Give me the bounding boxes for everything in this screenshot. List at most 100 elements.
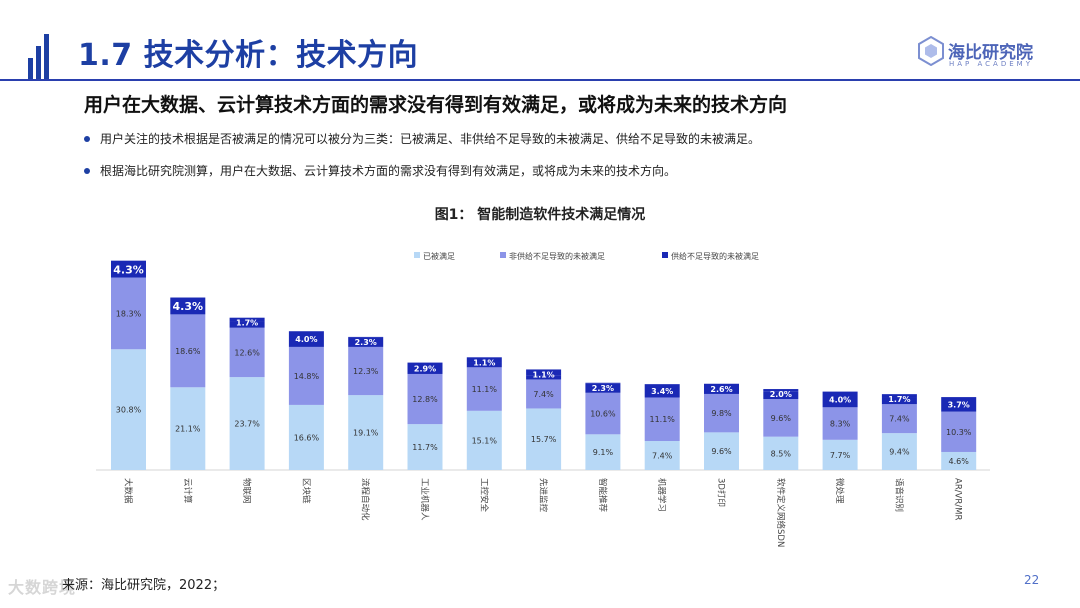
category-label: 工业机器人 xyxy=(419,478,430,521)
bar-segment xyxy=(526,379,562,409)
bar-segment xyxy=(644,440,680,470)
bar-segment-cap xyxy=(526,369,562,376)
page-title: 1.7 技术分析：技术方向 xyxy=(78,38,419,73)
watermark: 大数跨境 xyxy=(8,578,77,597)
data-label: 1.7% xyxy=(888,395,910,404)
data-label: 15.1% xyxy=(472,436,498,445)
bar-segment xyxy=(704,432,739,470)
bar-segment xyxy=(941,411,977,452)
page-number: 22 xyxy=(1024,573,1040,587)
chart-title: 图1： 智能制造软件技术满足情况 xyxy=(434,207,646,223)
category-label: AR/VR/MR xyxy=(953,478,963,521)
data-label: 16.6% xyxy=(294,433,320,442)
bar-segment xyxy=(288,404,324,470)
data-label: 1.1% xyxy=(473,358,495,367)
bar-segment-cap xyxy=(466,357,502,363)
data-label: 9.1% xyxy=(593,448,614,457)
category-label: 软件定义网络SDN xyxy=(775,478,786,547)
data-label: 14.8% xyxy=(294,372,320,381)
bar-segment xyxy=(170,314,206,388)
data-label: 7.4% xyxy=(652,451,673,460)
data-label: 8.5% xyxy=(771,449,792,458)
data-label: 11.1% xyxy=(649,415,675,424)
data-label: 18.3% xyxy=(116,309,142,318)
bar-segment xyxy=(644,397,680,441)
data-label: 21.1% xyxy=(175,425,201,434)
category-label: 工控安全 xyxy=(478,478,489,513)
source-note: 来源：海比研究院，2022； xyxy=(62,578,226,593)
bullet-dot-icon xyxy=(84,167,90,174)
data-label: 4.6% xyxy=(949,457,970,466)
bullet-text: 根据海比研究院测算，用户在大数据、云计算技术方面的需求没有得到有效满足，或将成为… xyxy=(100,164,677,178)
data-label: 9.6% xyxy=(711,447,732,456)
data-label: 2.6% xyxy=(710,385,732,394)
bar-segment xyxy=(644,384,680,398)
bar-segment xyxy=(881,397,917,405)
category-label: 先进监控 xyxy=(538,478,549,513)
bar-segment xyxy=(111,349,146,470)
category-label: 流程自动化 xyxy=(360,478,371,521)
bar-segment xyxy=(763,436,799,470)
data-label: 3.4% xyxy=(651,387,673,396)
data-label: 10.6% xyxy=(590,410,616,419)
legend-label: 供给不足导致的未被满足 xyxy=(671,251,759,261)
category-label: 微处理 xyxy=(834,478,845,504)
legend-swatch xyxy=(662,252,668,258)
category-label: 区块链 xyxy=(300,478,311,504)
bar-segment xyxy=(288,346,324,405)
bullet-text: 用户关注的技术根据是否被满足的情况可以被分为三类：已被满足、非供给不足导致的未被… xyxy=(100,132,761,146)
data-label: 9.8% xyxy=(711,409,732,418)
bar-segment xyxy=(229,377,265,470)
bar-segment xyxy=(822,391,858,408)
bar-segment xyxy=(407,373,443,425)
bar-segment xyxy=(466,362,502,368)
data-label: 3.7% xyxy=(948,400,970,409)
bar-segment xyxy=(288,331,324,347)
data-label: 7.4% xyxy=(533,390,554,399)
data-label: 12.8% xyxy=(412,395,438,404)
data-label: 7.7% xyxy=(830,451,851,460)
bar-segment xyxy=(466,367,502,411)
bar-segment-cap xyxy=(229,317,265,322)
legend-swatch xyxy=(500,252,506,258)
bar-segment xyxy=(822,439,858,470)
data-label: 30.8% xyxy=(116,406,142,415)
category-label: 云计算 xyxy=(182,478,193,504)
data-label: 1.7% xyxy=(236,319,258,328)
bar-segment xyxy=(407,424,443,470)
data-label: 15.7% xyxy=(531,435,557,444)
bar-segment xyxy=(763,391,799,400)
cube-logo-icon xyxy=(918,36,944,66)
data-label: 4.3% xyxy=(173,300,204,313)
bar-segment xyxy=(111,260,146,278)
bar-segment xyxy=(407,362,443,374)
bar-segment xyxy=(229,327,265,378)
data-label: 9.4% xyxy=(889,448,910,457)
slide-subtitle: 用户在大数据、云计算技术方面的需求没有得到有效满足，或将成为未来的技术方向 xyxy=(84,94,788,116)
data-label: 12.6% xyxy=(234,348,260,357)
category-label: 机器学习 xyxy=(656,478,667,512)
data-label: 23.7% xyxy=(234,420,260,429)
data-label: 2.3% xyxy=(355,338,377,347)
bar-segment xyxy=(585,434,621,470)
data-label: 12.3% xyxy=(353,367,379,376)
data-label: 18.6% xyxy=(175,347,201,356)
bar-segment xyxy=(704,383,739,394)
data-label: 4.3% xyxy=(113,263,144,276)
bullet-item: 用户关注的技术根据是否被满足的情况可以被分为三类：已被满足、非供给不足导致的未被… xyxy=(84,130,760,147)
bar-segment xyxy=(348,337,384,347)
data-label: 7.4% xyxy=(889,415,910,424)
bullet-dot-icon xyxy=(84,135,90,142)
bar-segment xyxy=(111,277,146,350)
data-label: 19.1% xyxy=(353,429,379,438)
header-divider xyxy=(0,79,1080,81)
bar-segment xyxy=(941,451,977,470)
data-label: 10.3% xyxy=(946,428,972,437)
header-decoration xyxy=(28,34,49,80)
category-label: 大数据 xyxy=(123,478,134,504)
category-label: 语音识别 xyxy=(893,478,904,512)
bar-segment xyxy=(229,321,265,328)
bar-segment xyxy=(822,407,858,440)
bar-segment-cap xyxy=(763,389,799,392)
data-label: 2.9% xyxy=(414,364,436,373)
